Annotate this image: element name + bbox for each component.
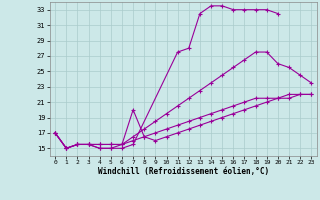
X-axis label: Windchill (Refroidissement éolien,°C): Windchill (Refroidissement éolien,°C) [98,167,269,176]
